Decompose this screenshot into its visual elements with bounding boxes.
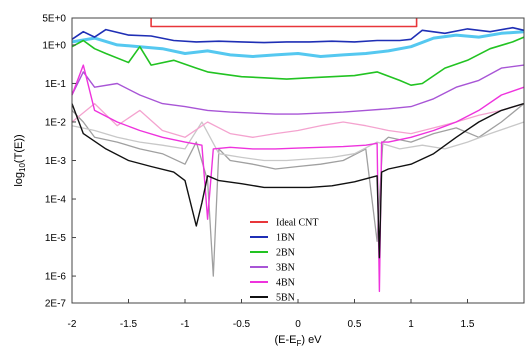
x-tick-label: -1 xyxy=(181,319,190,330)
x-tick-label: 1.5 xyxy=(461,319,475,330)
y-tick-label: 1E-1 xyxy=(45,79,67,90)
y-tick-label: 1E-3 xyxy=(45,156,67,167)
series-line-3bn xyxy=(71,64,525,115)
x-tick-label: 0.5 xyxy=(348,319,362,330)
plot-frame xyxy=(71,17,525,304)
legend-label: 4BN xyxy=(276,278,295,289)
x-tick-label: -0.5 xyxy=(233,319,251,330)
y-tick-label: 1E-6 xyxy=(45,272,67,283)
x-tick-label: 0 xyxy=(295,319,301,330)
series-line-1bn xyxy=(71,26,525,44)
background-trace-2 xyxy=(71,103,525,277)
x-tick-label: -2 xyxy=(68,319,77,330)
plot-lines xyxy=(71,18,525,293)
x-tick-label: -1.5 xyxy=(120,319,138,330)
y-tick-label: 1E-5 xyxy=(45,233,67,244)
axis-ticks: -2 -1.5 -1 -0.5 0 0.5 1 1.5 5E+0 1E+0 1E-1 1E-2 1E-3… xyxy=(42,14,475,331)
series-line-4bn xyxy=(71,64,525,293)
background-trace-1 xyxy=(71,30,525,58)
background-trace-3 xyxy=(71,121,525,162)
legend: Ideal CNT 1BN 2BN 3BN 4BN 5BN xyxy=(250,218,319,304)
x-axis-title: (E-EF) eV xyxy=(274,334,322,347)
series-line-5bn xyxy=(71,102,525,259)
legend-label: 1BN xyxy=(276,233,295,244)
y-tick-label: 1E-4 xyxy=(45,195,67,206)
series-line-2bn xyxy=(71,36,525,86)
legend-label: 2BN xyxy=(276,248,295,259)
background-trace-4 xyxy=(71,102,525,138)
series-line-ideal-cnt xyxy=(150,18,418,28)
x-tick-label: 1 xyxy=(408,319,414,330)
y-axis-title: log10(T(E)) xyxy=(13,134,27,186)
legend-label: 3BN xyxy=(276,263,295,274)
y-tick-label: 5E+0 xyxy=(42,14,66,25)
y-tick-label: 2E-7 xyxy=(45,299,67,310)
legend-label: Ideal CNT xyxy=(276,218,319,229)
y-tick-label: 1E+0 xyxy=(42,40,66,51)
y-tick-label: 1E-2 xyxy=(45,117,67,128)
legend-label: 5BN xyxy=(276,293,295,304)
